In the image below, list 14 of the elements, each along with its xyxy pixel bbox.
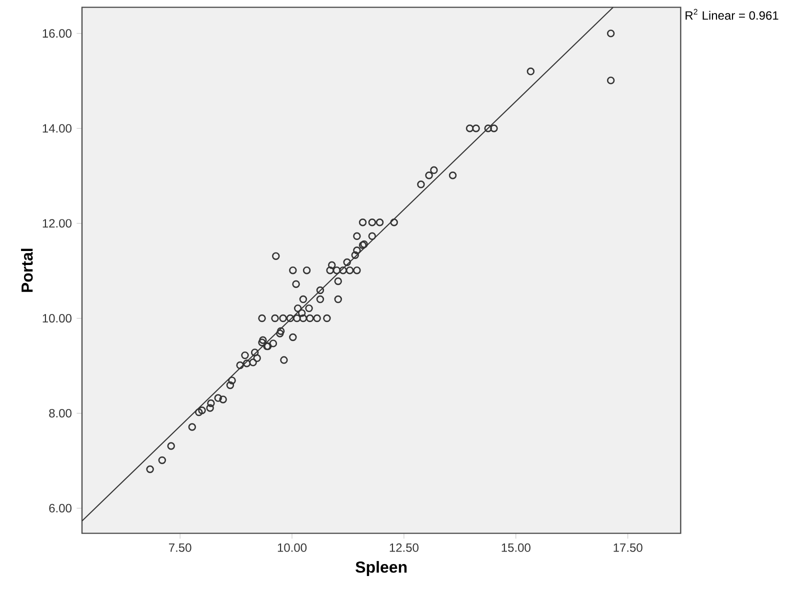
y-tick-label: 14.00 [42,124,72,133]
y-axis-title: Portal [21,248,33,292]
y-tick-label: 12.00 [42,219,72,228]
x-axis-title: Spleen [356,561,407,576]
x-tick-label: 7.50 [168,543,192,552]
y-tick-label: 16.00 [42,29,72,38]
x-tick-label: 15.00 [502,543,530,552]
x-tick-label: 12.50 [390,543,418,552]
text: R$^{2}$ Linear = 0.961 [686,8,778,20]
x-tick-label: 17.50 [614,543,642,552]
y-tick-label: 6.00 [49,504,72,512]
y-tick-label: 10.00 [42,314,72,323]
y-tick-label: 8.00 [49,408,72,418]
x-tick-label: 10.00 [278,543,307,552]
